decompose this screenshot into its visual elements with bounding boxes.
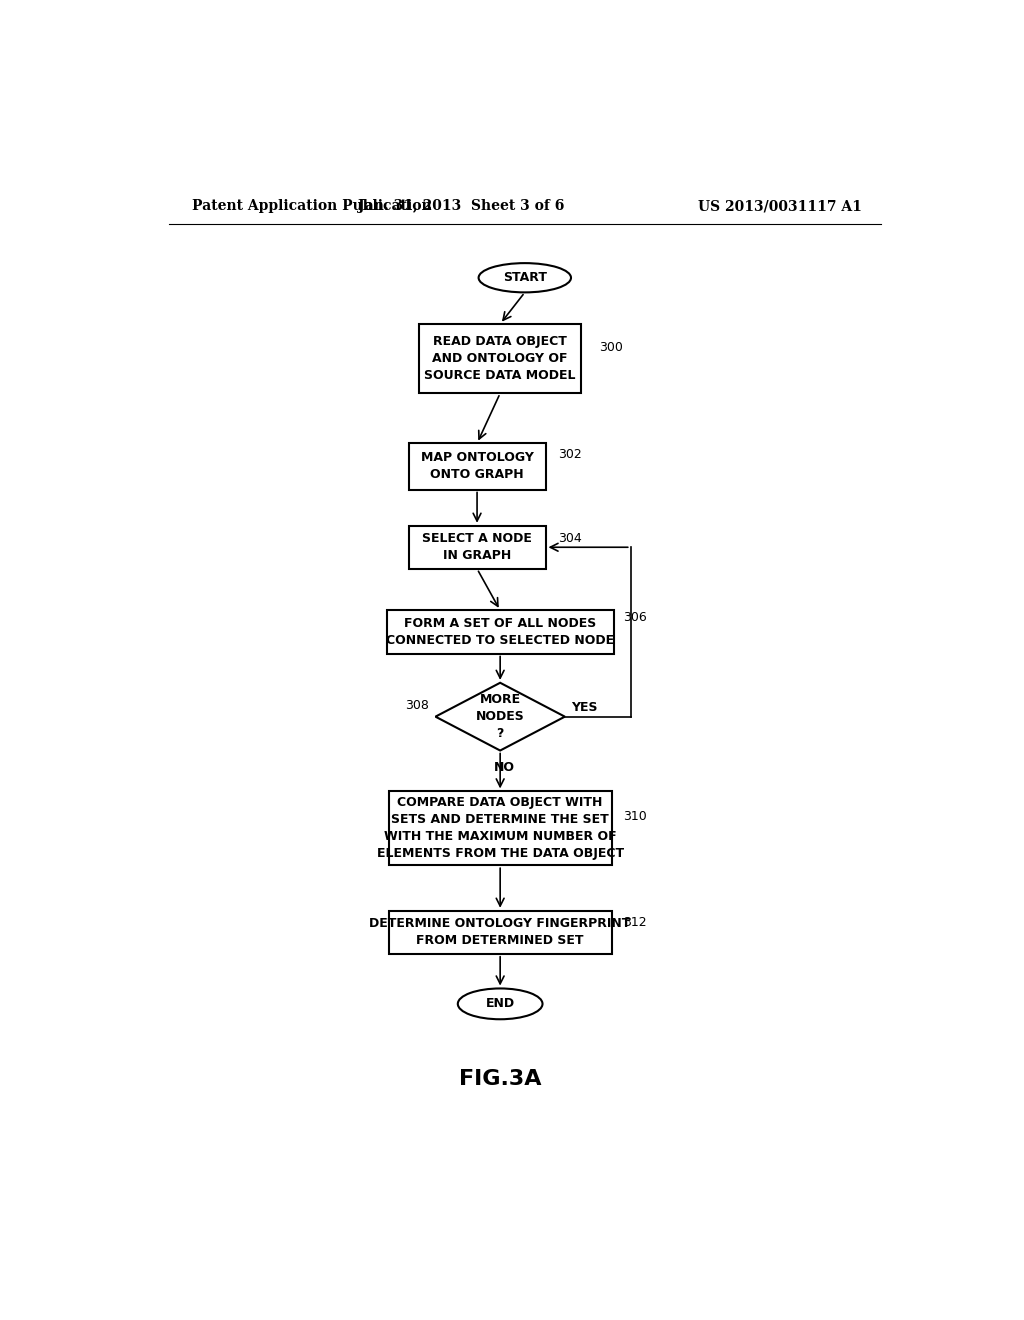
- Text: 300: 300: [599, 341, 623, 354]
- Text: FORM A SET OF ALL NODES
CONNECTED TO SELECTED NODE: FORM A SET OF ALL NODES CONNECTED TO SEL…: [386, 616, 614, 647]
- Text: MAP ONTOLOGY
ONTO GRAPH: MAP ONTOLOGY ONTO GRAPH: [421, 451, 534, 482]
- Text: Patent Application Publication: Patent Application Publication: [193, 199, 432, 213]
- Text: NO: NO: [495, 762, 515, 775]
- Text: 302: 302: [558, 449, 582, 462]
- Text: 310: 310: [624, 810, 647, 824]
- Text: DETERMINE ONTOLOGY FINGERPRINT
FROM DETERMINED SET: DETERMINE ONTOLOGY FINGERPRINT FROM DETE…: [370, 917, 631, 948]
- Text: READ DATA OBJECT
AND ONTOLOGY OF
SOURCE DATA MODEL: READ DATA OBJECT AND ONTOLOGY OF SOURCE …: [424, 335, 575, 381]
- Text: 312: 312: [624, 916, 647, 929]
- Text: SELECT A NODE
IN GRAPH: SELECT A NODE IN GRAPH: [422, 532, 532, 562]
- Text: Jan. 31, 2013  Sheet 3 of 6: Jan. 31, 2013 Sheet 3 of 6: [358, 199, 565, 213]
- Text: US 2013/0031117 A1: US 2013/0031117 A1: [698, 199, 862, 213]
- Text: 306: 306: [624, 611, 647, 624]
- Text: 308: 308: [404, 698, 429, 711]
- Text: MORE
NODES
?: MORE NODES ?: [476, 693, 524, 741]
- Text: FIG.3A: FIG.3A: [459, 1069, 542, 1089]
- Text: YES: YES: [571, 701, 597, 714]
- Text: COMPARE DATA OBJECT WITH
SETS AND DETERMINE THE SET
WITH THE MAXIMUM NUMBER OF
E: COMPARE DATA OBJECT WITH SETS AND DETERM…: [377, 796, 624, 861]
- Text: END: END: [485, 998, 515, 1010]
- Text: START: START: [503, 271, 547, 284]
- Text: 304: 304: [558, 532, 582, 545]
